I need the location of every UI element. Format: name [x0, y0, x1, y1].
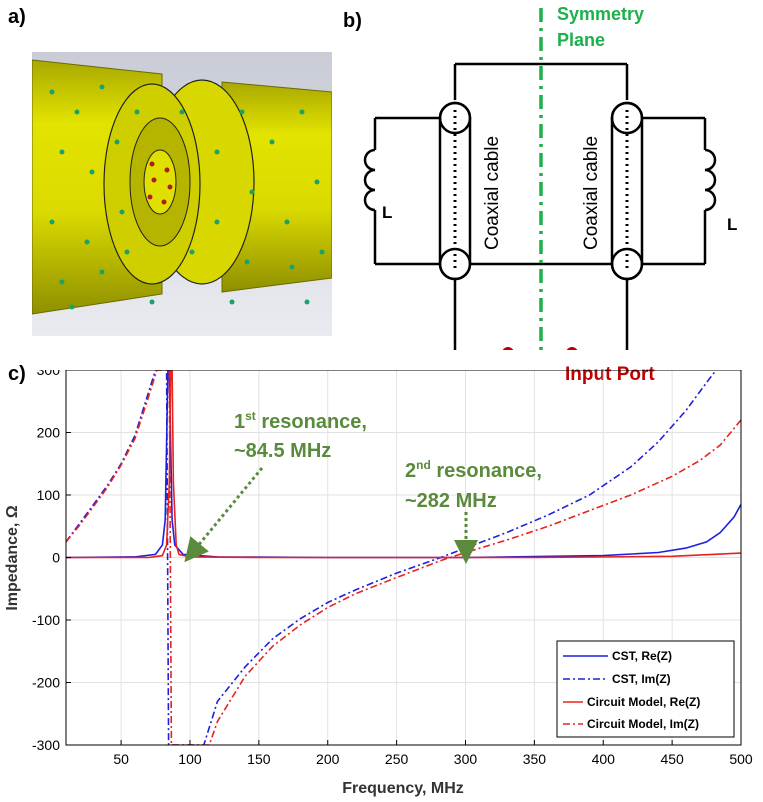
inductor-right-label: L: [727, 215, 737, 234]
series-line-3: [66, 370, 741, 745]
x-tick-label: 250: [385, 751, 409, 767]
y-tick-label: 0: [52, 550, 60, 566]
x-tick-label: 350: [523, 751, 547, 767]
x-tick-label: 300: [454, 751, 478, 767]
series-line-1: [66, 370, 717, 745]
input-port-left-terminal: [502, 347, 514, 350]
y-tick-label: 300: [37, 370, 61, 378]
symmetry-plane-label-2: Plane: [557, 30, 605, 50]
y-tick-label: 200: [37, 425, 61, 441]
legend-entry-cst-im: CST, Im(Z): [612, 672, 671, 686]
y-tick-label: -200: [32, 675, 60, 691]
x-tick-label: 100: [178, 751, 202, 767]
y-tick-label: 100: [37, 487, 61, 503]
coax-left-label: Coaxial cable: [482, 136, 503, 250]
resonance1-arrow: [184, 467, 264, 563]
series-line-0: [66, 370, 741, 559]
x-tick-label: 150: [247, 751, 271, 767]
x-tick-label: 200: [316, 751, 340, 767]
x-tick-label: 500: [729, 751, 753, 767]
y-tick-label: -100: [32, 612, 60, 628]
inductor-left-coil: [363, 148, 376, 212]
resonance2-annotation-line2: ~282 MHz: [405, 490, 497, 512]
resonance2-annotation-line1: 2nd resonance,: [405, 458, 542, 482]
chart-legend: CST, Re(Z) CST, Im(Z) Circuit Model, Re(…: [556, 640, 735, 738]
circuit-diagram: Symmetry Plane Coaxial cable Coaxial cab…: [363, 4, 737, 350]
input-port-right-terminal: [566, 347, 578, 350]
resonance1-annotation-line1: 1st resonance,: [234, 409, 367, 433]
input-port-label: Input Port: [565, 364, 655, 385]
coax-render-image: [32, 52, 332, 336]
legend-entry-model-im: Circuit Model, Im(Z): [587, 717, 699, 731]
panel-label-b: b): [343, 10, 362, 32]
x-tick-label: 450: [660, 751, 684, 767]
legend-entry-cst-re: CST, Re(Z): [612, 649, 672, 663]
x-tick-label: 50: [113, 751, 129, 767]
resonance1-annotation-line2: ~84.5 MHz: [234, 440, 331, 462]
impedance-chart: 50 100 150 200 250 300 350 400 450 500 -300 -200 -10…: [4, 370, 753, 797]
chart-ticks: 50 100 150 200 250 300 350 400 450 500 -300 -200 -10…: [32, 370, 753, 767]
panel-label-c: c): [8, 363, 26, 385]
y-tick-label: -300: [32, 737, 60, 753]
y-axis-label: Impedance, Ω: [4, 505, 21, 610]
coax-right-label: Coaxial cable: [581, 136, 602, 250]
inductor-left-label: L: [382, 203, 392, 222]
symmetry-plane-label-1: Symmetry: [557, 4, 644, 24]
x-axis-label: Frequency, MHz: [342, 780, 464, 797]
x-tick-label: 400: [592, 751, 616, 767]
panel-label-a: a): [8, 6, 26, 28]
inductor-right-coil: [704, 148, 717, 212]
legend-entry-model-re: Circuit Model, Re(Z): [587, 695, 700, 709]
